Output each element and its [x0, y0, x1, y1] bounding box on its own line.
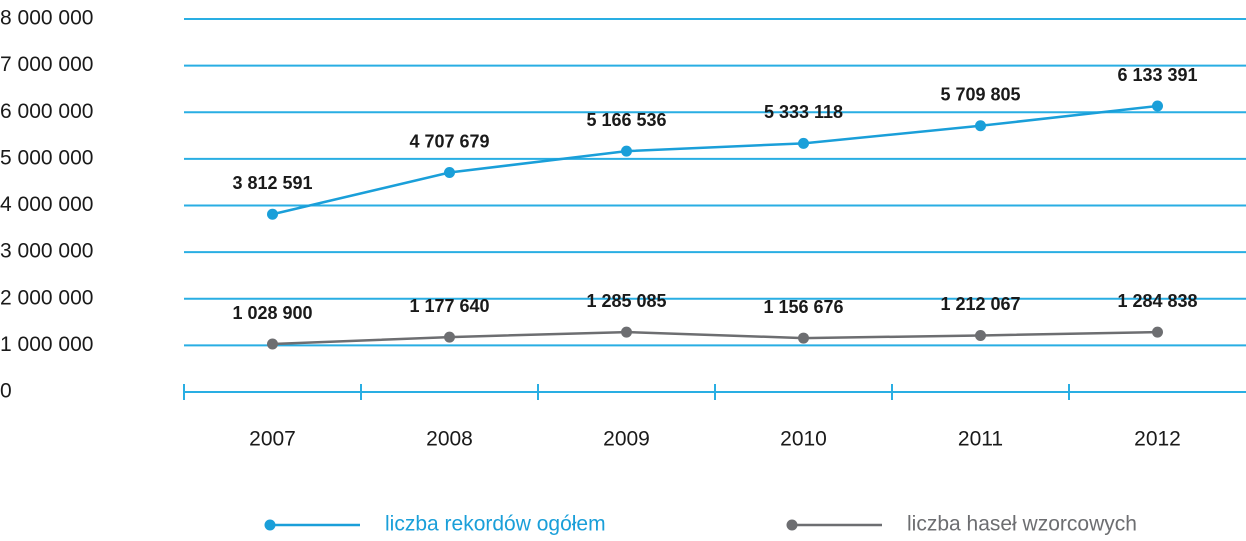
x-tick-label: 2012 [1134, 428, 1181, 451]
data-point [444, 331, 455, 343]
data-point [975, 329, 986, 341]
data-point [621, 326, 632, 338]
legend-label: liczba haseł wzorcowych [907, 513, 1137, 536]
y-tick-label: 3 000 000 [0, 240, 93, 263]
data-point [1152, 100, 1163, 112]
legend-dot [786, 519, 798, 531]
y-tick-label: 2 000 000 [0, 286, 93, 309]
data-label: 6 133 391 [1117, 65, 1197, 85]
data-label: 1 212 067 [940, 294, 1020, 314]
legend-dot [264, 519, 276, 531]
data-point [798, 137, 809, 149]
x-tick-label: 2010 [780, 428, 827, 451]
data-point [444, 167, 455, 179]
x-tick-label: 2008 [426, 428, 473, 451]
data-label: 1 028 900 [232, 303, 312, 323]
data-label: 5 166 536 [586, 110, 666, 130]
legend-label: liczba rekordów ogółem [385, 513, 606, 536]
data-label: 1 284 838 [1117, 291, 1197, 311]
data-label: 5 709 805 [940, 85, 1020, 105]
y-tick-label: 4 000 000 [0, 193, 93, 216]
data-point [267, 338, 278, 350]
data-point [267, 208, 278, 220]
y-tick-label: 5 000 000 [0, 146, 93, 169]
data-label: 1 285 085 [586, 291, 666, 311]
series-line [272, 330, 1158, 346]
data-label: 5 333 118 [764, 102, 843, 122]
data-label: 4 707 679 [409, 131, 489, 151]
x-tick-label: 2009 [603, 428, 650, 451]
data-point [1152, 326, 1163, 338]
data-label: 1 177 640 [409, 296, 489, 316]
x-tick-label: 2011 [958, 428, 1003, 451]
y-tick-label: 6 000 000 [0, 100, 93, 123]
data-label: 1 156 676 [763, 297, 843, 317]
data-point [975, 120, 986, 132]
y-tick-label: 7 000 000 [0, 53, 93, 76]
y-tick-label: 0 [0, 380, 12, 403]
series-line [272, 104, 1158, 216]
data-point [621, 145, 632, 157]
y-tick-label: 8 000 000 [0, 7, 93, 30]
y-tick-label: 1 000 000 [0, 333, 93, 356]
data-point [798, 332, 809, 344]
x-tick-label: 2007 [249, 428, 296, 451]
data-label: 3 812 591 [232, 173, 312, 193]
